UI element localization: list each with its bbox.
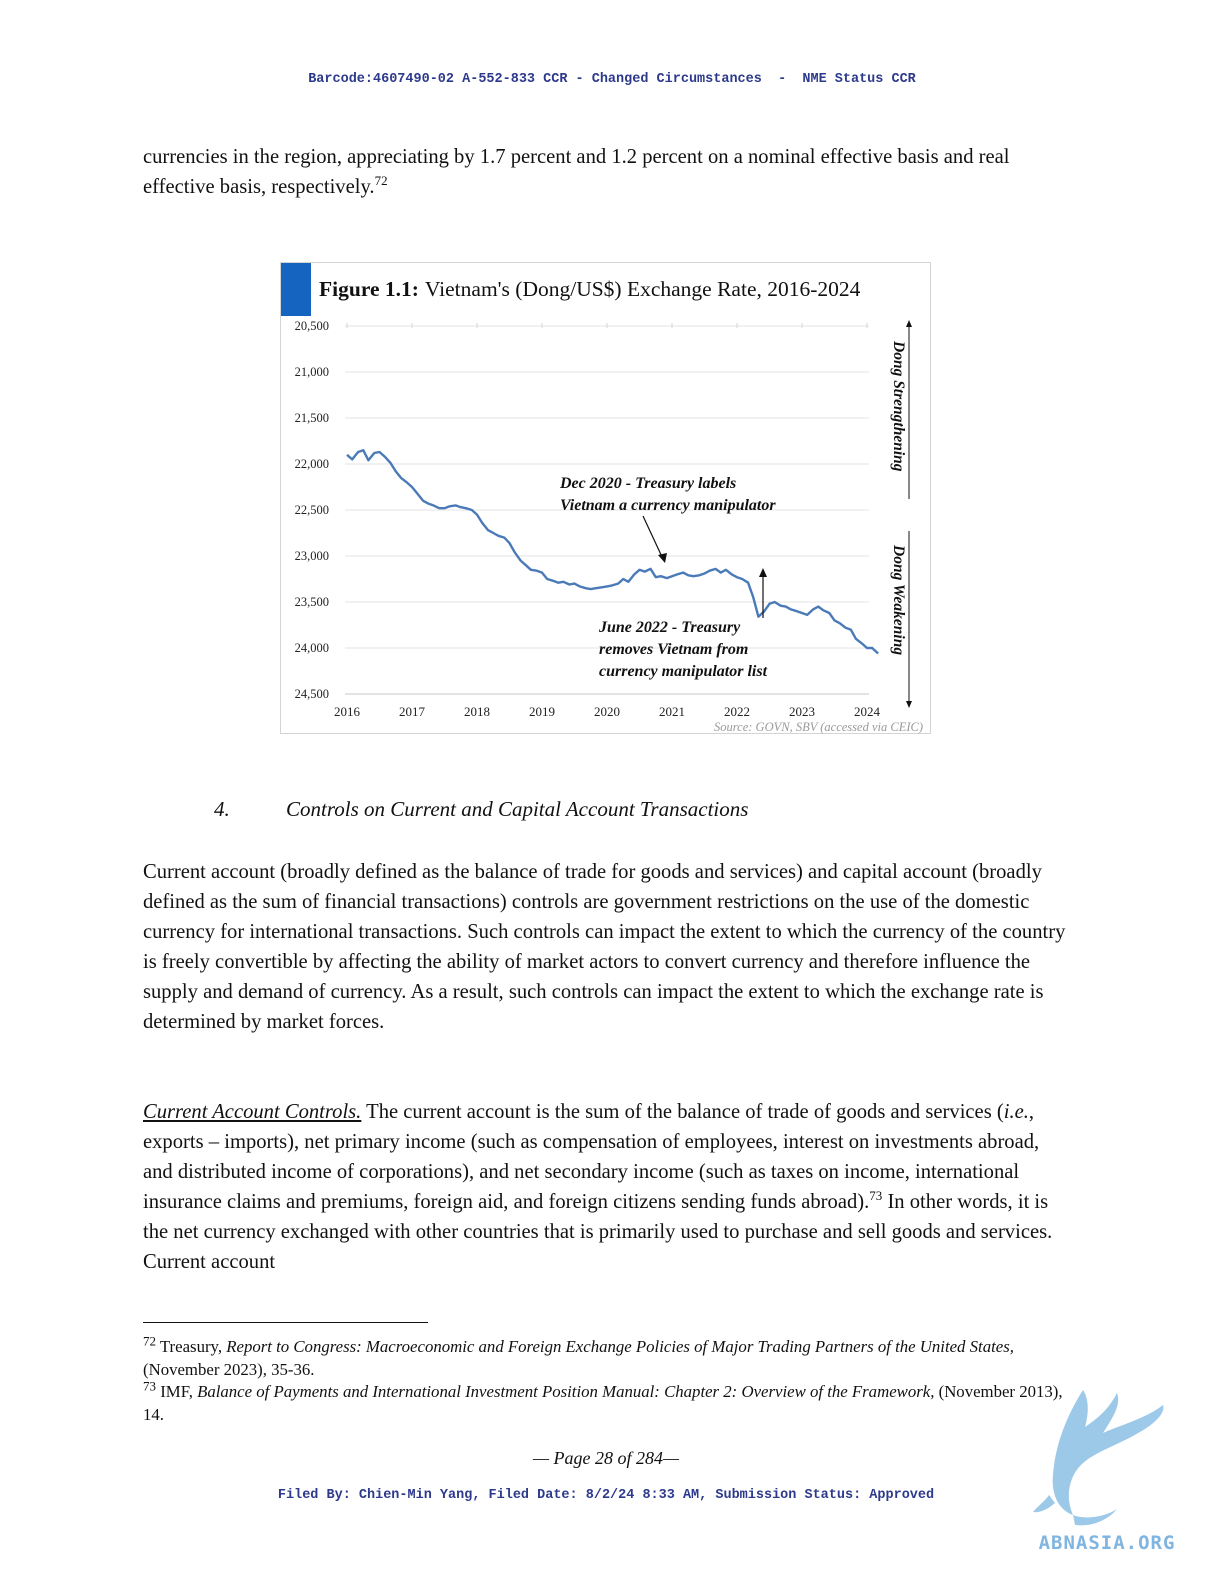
- x-tick-label: 2021: [659, 704, 685, 719]
- paragraph2-ie: i.e.: [1003, 1101, 1029, 1123]
- x-tick-label: 2022: [724, 704, 750, 719]
- y-tick-label: 23,000: [295, 549, 329, 563]
- strengthening-arrowhead: [906, 320, 912, 327]
- x-tick-label: 2019: [529, 704, 555, 719]
- side-label-strengthening: Dong Strengthening: [890, 340, 907, 472]
- side-label-weakening: Dong Weakening: [890, 544, 907, 655]
- footnote-ref-72[interactable]: 72: [374, 173, 388, 189]
- intro-paragraph: currencies in the region, appreciating b…: [143, 142, 1073, 202]
- page-footer-filing: Filed By: Chien-Min Yang, Filed Date: 8/…: [277, 1488, 935, 1503]
- footnote-72-author: Treasury,: [156, 1337, 227, 1356]
- chart-y-ticks: 20,500 21,000 21,500 22,000 22,500 23,000 23,5…: [295, 319, 329, 701]
- section-heading: 4. Controls on Current and Capital Accoun…: [214, 797, 748, 822]
- figure-title-text: Vietnam's (Dong/US$) Exchange Rate, 2016…: [425, 277, 861, 301]
- paragraph-current-account-controls: Current Account Controls. The current ac…: [143, 1097, 1073, 1277]
- figure-label: Figure 1.1:: [319, 277, 419, 301]
- footnote-73-number: 73: [143, 1378, 156, 1394]
- series-line-dong-usd: [346, 448, 879, 655]
- x-tick-label: 2018: [464, 704, 490, 719]
- abnasia-watermark-logo: ABNASIA.ORG: [1033, 1390, 1176, 1554]
- weakening-arrowhead: [906, 701, 912, 708]
- paragraph-current-capital: Current account (broadly defined as the …: [143, 861, 1066, 1033]
- footnote-72: 72 Treasury, Report to Congress: Macroec…: [143, 1333, 1083, 1381]
- annotation-june-2022: June 2022 - Treasury removes Vietnam fro…: [598, 619, 768, 680]
- x-tick-label: 2024: [854, 704, 881, 719]
- y-tick-label: 20,500: [295, 319, 329, 333]
- section-title: Controls on Current and Capital Account …: [286, 797, 749, 821]
- y-tick-label: 21,500: [295, 411, 329, 425]
- figure-accent-bar: [281, 263, 311, 316]
- y-tick-label: 21,000: [295, 365, 329, 379]
- x-tick-label: 2020: [594, 704, 620, 719]
- page-header-barcode: Barcode:4607490-02 A-552-833 CCR - Chang…: [308, 72, 916, 87]
- annotation-dec-2020-arrow: [642, 515, 664, 560]
- paragraph2-part3: In other words, it is the net currency e…: [143, 1191, 1053, 1273]
- annotation-june-2022-arrowhead: [759, 568, 767, 577]
- paragraph2-part1: The current account is the sum of the ba…: [361, 1101, 1004, 1123]
- page-number: — Page 28 of 284—: [533, 1448, 679, 1468]
- annotation-dec-2020: Dec 2020 - Treasury labels Vietnam a cur…: [559, 475, 776, 514]
- footnote-72-title: Report to Congress: Macroeconomic and Fo…: [226, 1337, 1014, 1356]
- footnote-73-author: IMF,: [156, 1382, 198, 1401]
- figure-source: Source: GOVN, SBV (accessed via CEIC): [714, 720, 923, 734]
- x-tick-label: 2016: [334, 704, 361, 719]
- footnote-72-number: 72: [143, 1333, 156, 1349]
- annotation-dec-2020-arrowhead: [658, 553, 667, 563]
- y-tick-label: 24,000: [295, 641, 329, 655]
- footnote-73-tail: (November 2013), 14.: [143, 1382, 1063, 1424]
- figure-exchange-rate: Figure 1.1: Vietnam's (Dong/US$) Exchange…: [280, 262, 931, 734]
- paragraph2-part2: , exports – imports), net primary income…: [143, 1101, 1040, 1213]
- intro-text: currencies in the region, appreciating b…: [143, 146, 1010, 198]
- y-tick-label: 23,500: [295, 595, 329, 609]
- figure-title: Figure 1.1: Vietnam's (Dong/US$) Exchange…: [319, 277, 861, 301]
- current-account-controls-heading: Current Account Controls.: [143, 1101, 362, 1123]
- footnote-72-tail: (November 2023), 35-36.: [143, 1359, 315, 1379]
- x-tick-label: 2023: [789, 704, 815, 719]
- footnote-ref-73[interactable]: 73: [869, 1188, 883, 1204]
- y-tick-label: 24,500: [295, 687, 329, 701]
- griffin-icon: [1033, 1390, 1164, 1526]
- footnote-73: 73 IMF, Balance of Payments and Internat…: [143, 1378, 1083, 1426]
- chart-gridlines: [345, 323, 869, 695]
- y-tick-label: 22,500: [295, 503, 329, 517]
- exchange-rate-chart: Figure 1.1: Vietnam's (Dong/US$) Exchange…: [281, 263, 923, 734]
- y-tick-label: 22,000: [295, 457, 329, 471]
- section-number: 4.: [214, 797, 230, 821]
- x-tick-label: 2017: [399, 704, 426, 719]
- watermark-text: ABNASIA.ORG: [1039, 1532, 1176, 1554]
- chart-series: [346, 448, 879, 655]
- footnote-divider: [143, 1322, 428, 1323]
- chart-x-ticks: 2016 2017 2018 2019 2020 2021 2022 2023 2024: [334, 704, 881, 719]
- footnote-73-title: Balance of Payments and International In…: [197, 1382, 935, 1401]
